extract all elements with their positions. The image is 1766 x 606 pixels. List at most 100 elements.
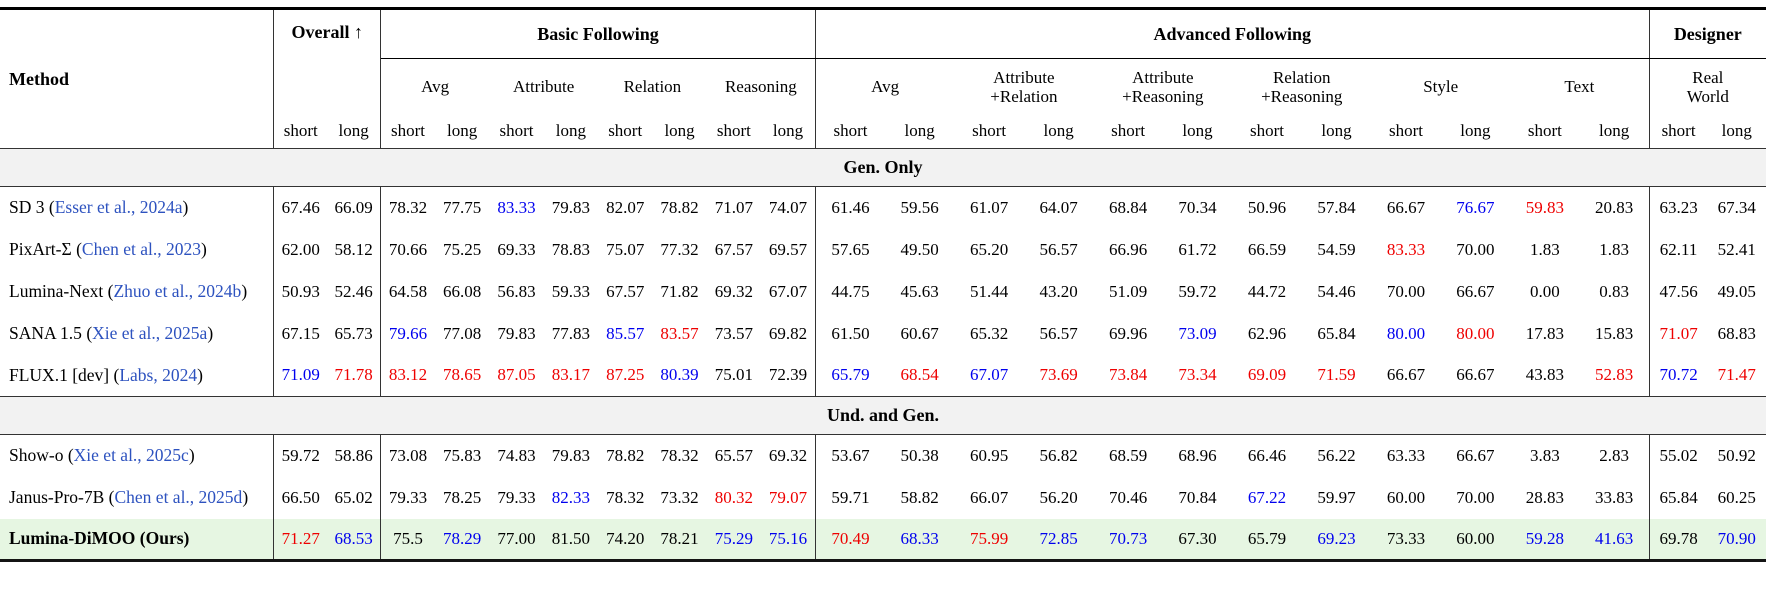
- method-cell: SANA 1.5 (Xie et al., 2025a): [0, 312, 275, 355]
- metric-value-cell: 71.47: [1717, 365, 1756, 385]
- metric-value-cell: 65.20: [970, 239, 1009, 259]
- metric-value-cell: 61.46: [831, 197, 870, 217]
- method-cell: SD 3 (Esser et al., 2024a): [0, 186, 275, 229]
- subheader-long: long: [1182, 121, 1213, 141]
- metric-value-cell: 65.84: [1317, 323, 1356, 343]
- metric-value-cell: 75.5: [393, 528, 423, 548]
- citation-link[interactable]: Xie et al., 2025c: [73, 445, 189, 466]
- section-title: Gen. Only: [0, 148, 1766, 187]
- metric-value-cell: 53.67: [831, 445, 870, 465]
- table-header: Method Overall ↑ Basic Following Advance…: [0, 8, 1766, 149]
- metric-value-cell: 62.11: [1659, 239, 1698, 259]
- citation-link[interactable]: Chen et al., 2023: [81, 239, 201, 259]
- metric-value-cell: 75.25: [442, 239, 482, 259]
- metric-value-cell: 66.96: [1108, 239, 1148, 259]
- citation-link[interactable]: Labs, 2024: [119, 364, 198, 385]
- designer-group-header: Designer: [1649, 8, 1766, 59]
- metric-value-cell: 61.07: [970, 197, 1009, 217]
- metric-value-cell: 52.41: [1717, 239, 1756, 259]
- metric-value-cell: 71.07: [1659, 323, 1698, 343]
- metric-value-cell: 70.84: [1178, 487, 1217, 507]
- subheader-style: Style: [1423, 77, 1459, 97]
- metric-value-cell: 69.33: [497, 239, 536, 259]
- metric-value-cell: 75.99: [970, 528, 1009, 548]
- citation-link[interactable]: Xie et al., 2025a: [92, 323, 208, 343]
- subheader-short: short: [499, 121, 534, 141]
- subheader-short: short: [1527, 121, 1562, 141]
- metric-value-cell: 69.32: [714, 281, 754, 301]
- group-header-row: Method Overall ↑ Basic Following Advance…: [0, 8, 1766, 149]
- metric-value-cell: 74.83: [497, 445, 536, 465]
- metric-value-cell: 56.22: [1317, 445, 1356, 465]
- metric-value-cell: 69.78: [1659, 528, 1698, 548]
- metric-value-cell: 78.29: [442, 528, 482, 548]
- method-cell: PixArt-Σ (Chen et al., 2023): [0, 228, 275, 271]
- metric-value-cell: 74.20: [606, 528, 645, 548]
- metric-value-cell: 80.32: [714, 487, 754, 507]
- metric-value-cell: 77.32: [660, 239, 699, 259]
- metric-value-cell: 87.05: [497, 365, 536, 385]
- metric-value-cell: 70.34: [1178, 197, 1217, 217]
- metric-value-cell: 69.23: [1317, 528, 1356, 548]
- subheader-reasoning: Reasoning: [706, 58, 816, 115]
- metric-value-cell: 66.67: [1386, 365, 1426, 385]
- metric-value-cell: 56.20: [1039, 487, 1078, 507]
- subheader-attribute: Attribute: [512, 77, 575, 97]
- metric-value-cell: 69.82: [761, 312, 816, 355]
- metric-value-cell: 71.82: [660, 281, 699, 301]
- subheader-short: short: [608, 121, 643, 141]
- metric-value-cell: 58.86: [327, 434, 382, 477]
- subheader-long: long: [447, 121, 478, 141]
- metric-value-cell: 56.82: [1039, 445, 1078, 465]
- metric-value-cell: 79.33: [388, 487, 428, 507]
- metric-value-cell: 79.83: [551, 445, 590, 465]
- metric-value-cell: 75.07: [606, 239, 645, 259]
- metric-value-cell: 80.00: [1456, 323, 1495, 343]
- metric-value-cell: 83.33: [497, 197, 536, 217]
- metric-value-cell: 65.32: [970, 323, 1009, 343]
- citation-link[interactable]: Esser et al., 2024a: [54, 197, 183, 218]
- metric-value-cell: 65.73: [327, 312, 382, 355]
- method-name: SD 3: [9, 197, 45, 218]
- metric-value-cell: 43.83: [1525, 365, 1565, 385]
- method-name: Janus-Pro-7B: [9, 487, 105, 507]
- table-row: Janus-Pro-7B (Chen et al., 2025d) 66.50 65…: [0, 476, 1766, 519]
- metric-value-cell: 74.07: [761, 186, 816, 229]
- basic-following-group-header: Basic Following: [380, 8, 816, 59]
- subheader-real-world: Real World: [1686, 67, 1729, 106]
- method-cell: FLUX.1 [dev] (Labs, 2024): [0, 354, 275, 397]
- metric-value-cell: 73.34: [1178, 365, 1217, 385]
- metric-value-cell: 65.57: [714, 445, 754, 465]
- metric-value-cell: 64.07: [1039, 197, 1078, 217]
- subheader-long: long: [1043, 121, 1074, 141]
- metric-value-cell: 73.09: [1178, 323, 1217, 343]
- subheader-long: long: [1321, 121, 1352, 141]
- method-column-header: Method: [0, 8, 275, 149]
- metric-value-cell: 28.83: [1525, 487, 1565, 507]
- table-row: SD 3 (Esser et al., 2024a) 67.46 66.09 78.3…: [0, 186, 1766, 229]
- metric-value-cell: 59.71: [831, 487, 870, 507]
- metric-value-cell: 81.50: [551, 528, 590, 548]
- metric-value-cell: 68.54: [900, 365, 939, 385]
- metric-value-cell: 78.32: [606, 487, 645, 507]
- metric-value-cell: 58.12: [327, 228, 382, 271]
- metric-value-cell: 59.72: [281, 445, 320, 465]
- metric-value-cell: 2.83: [1579, 434, 1650, 477]
- citation-link[interactable]: Chen et al., 2025d: [114, 487, 243, 507]
- metric-value-cell: 54.59: [1317, 239, 1356, 259]
- metric-value-cell: 60.95: [970, 445, 1009, 465]
- subheader-short: short: [972, 121, 1007, 141]
- metric-value-cell: 59.97: [1317, 487, 1356, 507]
- metric-value-cell: 71.27: [281, 528, 320, 548]
- metric-value-cell: 67.30: [1178, 528, 1217, 548]
- metric-value-cell: 44.75: [831, 281, 870, 301]
- subheader-short: short: [1388, 121, 1423, 141]
- metric-value-cell: 71.07: [714, 197, 754, 217]
- metric-value-cell: 62.00: [281, 239, 320, 259]
- metric-value-cell: 1.83: [1530, 239, 1560, 259]
- metric-value-cell: 66.46: [1247, 445, 1287, 465]
- subheader-short: short: [1250, 121, 1285, 141]
- subheader-attribute-relation: Attribute +Relation: [990, 67, 1058, 106]
- citation-link[interactable]: Zhuo et al., 2024b: [113, 281, 242, 301]
- metric-value-cell: 0.83: [1579, 270, 1650, 313]
